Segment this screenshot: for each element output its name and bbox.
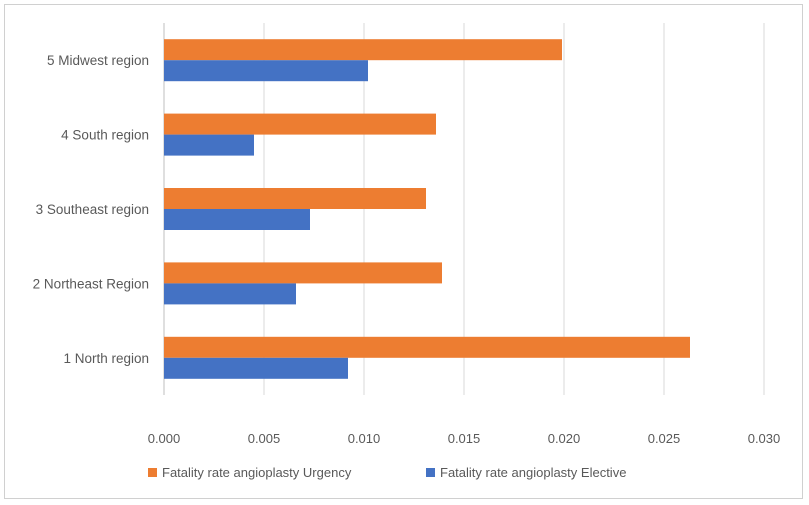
chart-frame bbox=[4, 4, 803, 499]
bars bbox=[164, 39, 690, 379]
legend-label: Fatality rate angioplasty Elective bbox=[440, 465, 626, 480]
bar-urgency bbox=[164, 336, 690, 358]
category-label: 1 North region bbox=[63, 351, 149, 366]
category-label: 4 South region bbox=[61, 128, 149, 143]
x-tick-label: 0.005 bbox=[248, 431, 281, 446]
x-tick-label: 0.030 bbox=[748, 431, 781, 446]
bar-elective bbox=[164, 357, 348, 379]
x-tick-label: 0.025 bbox=[648, 431, 681, 446]
x-tick-labels: 0.000 0.005 0.010 0.015 0.020 0.025 0.030 bbox=[148, 431, 781, 446]
bar-urgency bbox=[164, 113, 436, 135]
legend-swatch bbox=[148, 468, 157, 477]
legend-swatch bbox=[426, 468, 435, 477]
x-tick-label: 0.000 bbox=[148, 431, 181, 446]
category-labels: 5 Midwest region 4 South region 3 Southeas… bbox=[33, 53, 149, 366]
bar-elective bbox=[164, 134, 254, 156]
bar-urgency bbox=[164, 188, 426, 209]
legend-label: Fatality rate angioplasty Urgency bbox=[162, 465, 352, 480]
category-label: 3 Southeast region bbox=[36, 202, 149, 217]
category-label: 2 Northeast Region bbox=[33, 276, 149, 291]
category-label: 5 Midwest region bbox=[47, 53, 149, 68]
legend: Fatality rate angioplasty Urgency Fatalit… bbox=[148, 465, 626, 480]
gridlines bbox=[163, 23, 765, 395]
bar-urgency bbox=[164, 39, 562, 61]
x-tick-label: 0.010 bbox=[348, 431, 381, 446]
x-tick-label: 0.015 bbox=[448, 431, 481, 446]
bar-elective bbox=[164, 283, 296, 305]
bar-elective bbox=[164, 60, 368, 82]
x-tick-label: 0.020 bbox=[548, 431, 581, 446]
bar-urgency bbox=[164, 262, 442, 284]
bar-elective bbox=[164, 209, 310, 230]
